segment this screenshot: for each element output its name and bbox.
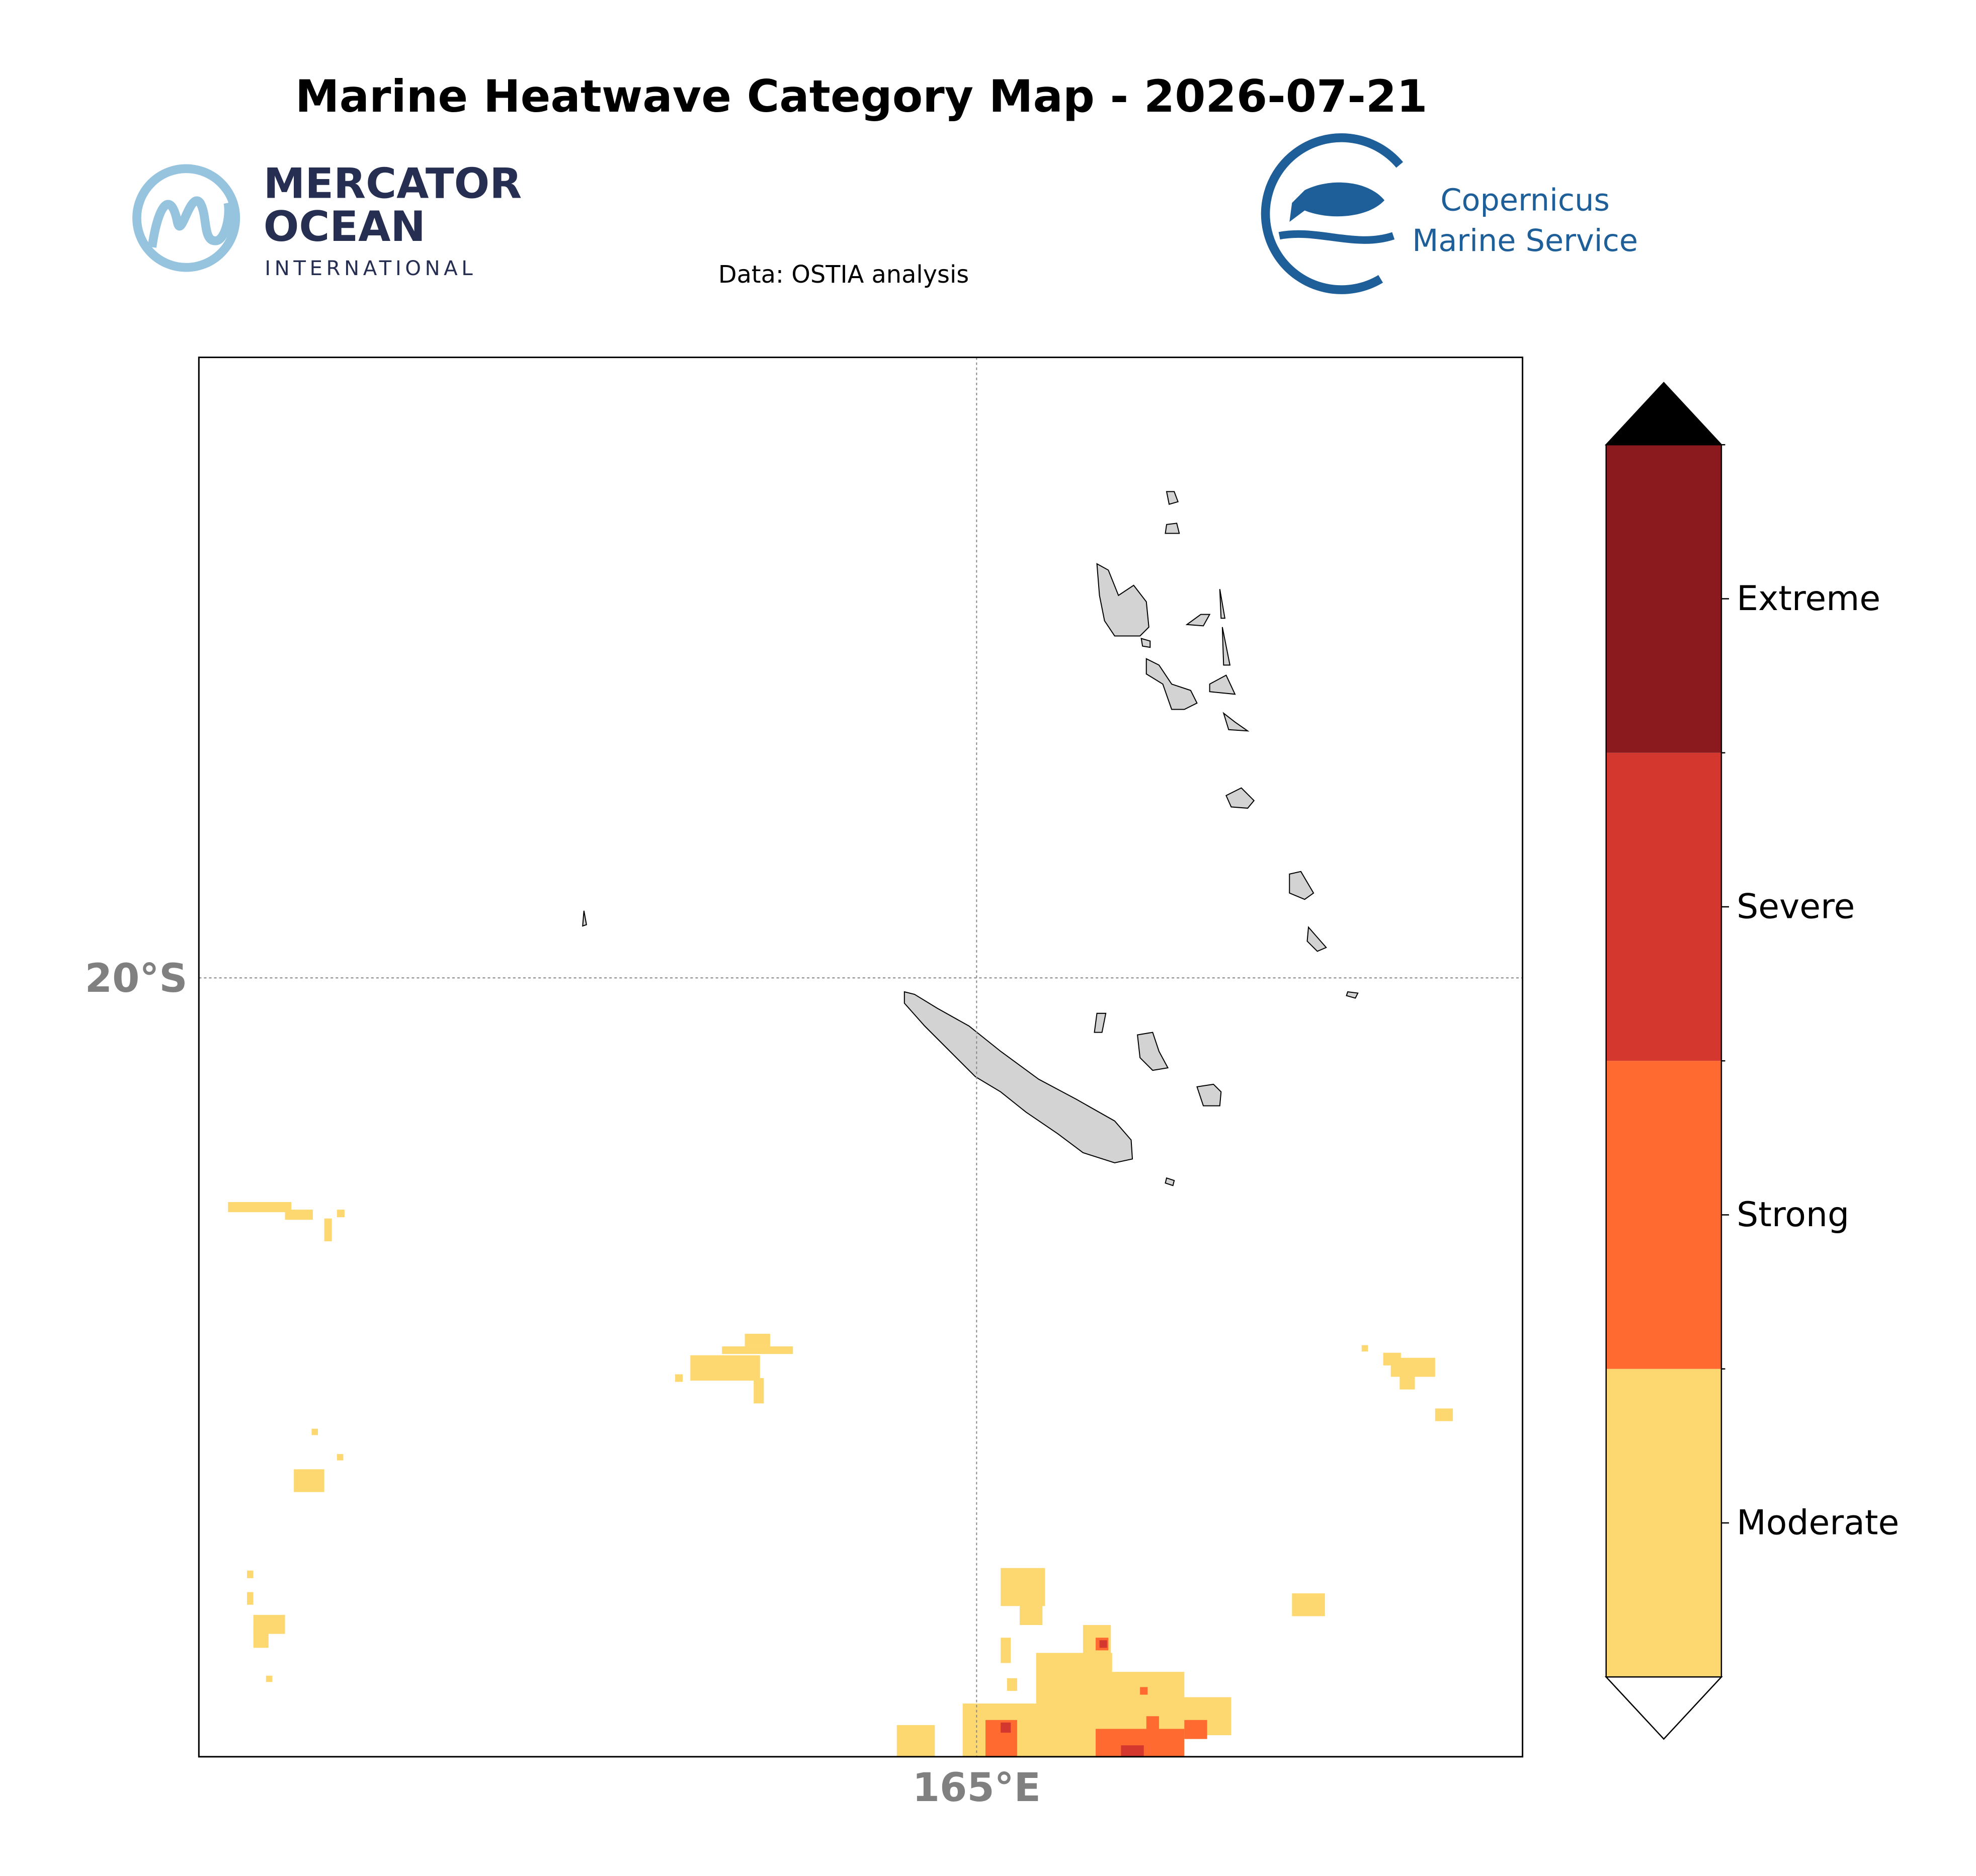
colorbar-segment [1606,752,1721,1061]
mercator-text: INTERNATIONAL [265,257,476,280]
colorbar-segment [1606,1369,1721,1677]
colorbar: Moderate Strong Severe Extreme [1604,382,1899,1740]
colorbar-over [1604,382,1723,446]
lon-label: 165°E [913,1765,1041,1811]
colorbar-segment [1606,1061,1721,1369]
copernicus-text: Marine Service [1412,223,1638,259]
colorbar-under [1604,1676,1723,1740]
lat-label: 20°S [85,956,188,1001]
land [582,491,1359,1186]
copernicus-logo: Copernicus Marine Service [1261,133,1638,294]
mercator-text: OCEAN [264,202,426,251]
colorbar-segment [1606,445,1721,753]
source: Data: OSTIA analysis [718,261,969,289]
colorbar-label: Strong [1737,1195,1849,1235]
copernicus-text: Copernicus [1440,183,1610,218]
colorbar-label: Severe [1737,887,1855,927]
map-background [199,357,1523,1757]
map: 20°S 165°E [85,357,1524,1811]
colorbar-label: Moderate [1737,1503,1899,1543]
heatwave-patches [228,1202,1453,1757]
mercator-logo: MERCATOR OCEAN INTERNATIONAL [132,159,522,280]
title: Marine Heatwave Category Map - 2026-07-2… [295,70,1428,122]
map-frame [198,357,1524,1758]
colorbar-label: Extreme [1737,579,1880,619]
colorbar-frame [1605,444,1722,1678]
mercator-text: MERCATOR [264,159,522,208]
